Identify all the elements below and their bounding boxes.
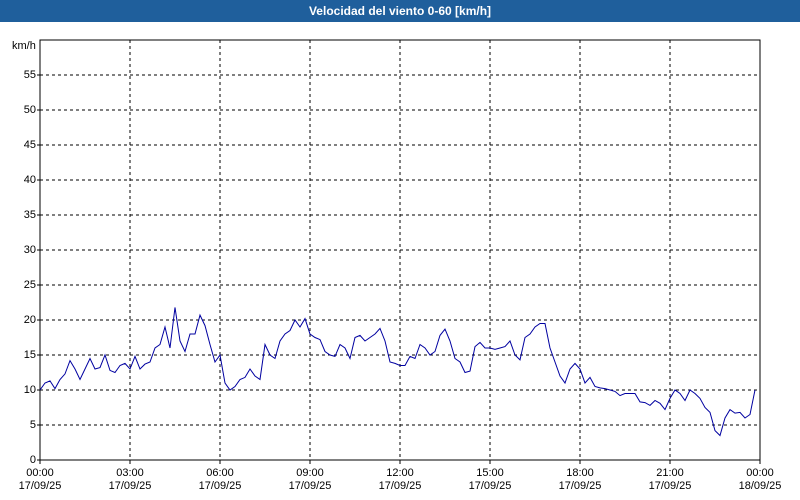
x-tick-label: 18:00 17/09/25 [558,467,602,492]
x-tick-label: 09:00 17/09/25 [288,467,332,492]
x-tick-label: 06:00 17/09/25 [198,467,242,492]
plot-frame [39,39,761,461]
y-tick-label: 55 [24,69,36,81]
y-tick-label: 50 [24,104,36,116]
y-tick-label: 35 [24,209,36,221]
y-axis-label: km/h [12,40,36,52]
y-tick-label: 10 [24,384,36,396]
y-tick-label: 45 [24,139,36,151]
x-tick-label: 00:00 18/09/25 [738,467,782,492]
x-tick-label: 12:00 17/09/25 [378,467,422,492]
y-tick-label: 30 [24,244,36,256]
x-tick-label: 00:00 17/09/25 [18,467,62,492]
y-tick-label: 25 [24,279,36,291]
x-tick-label: 21:00 17/09/25 [648,467,692,492]
x-tick-label: 15:00 17/09/25 [468,467,512,492]
wind-speed-line [39,307,756,437]
x-tick-label: 03:00 17/09/25 [108,467,152,492]
y-tick-label: 20 [24,314,36,326]
y-tick-label: 0 [30,454,36,466]
y-tick-label: 40 [24,174,36,186]
y-tick-label: 5 [30,419,36,431]
y-tick-label: 15 [24,349,36,361]
chart-title: Velocidad del viento 0-60 [km/h] [0,0,800,22]
